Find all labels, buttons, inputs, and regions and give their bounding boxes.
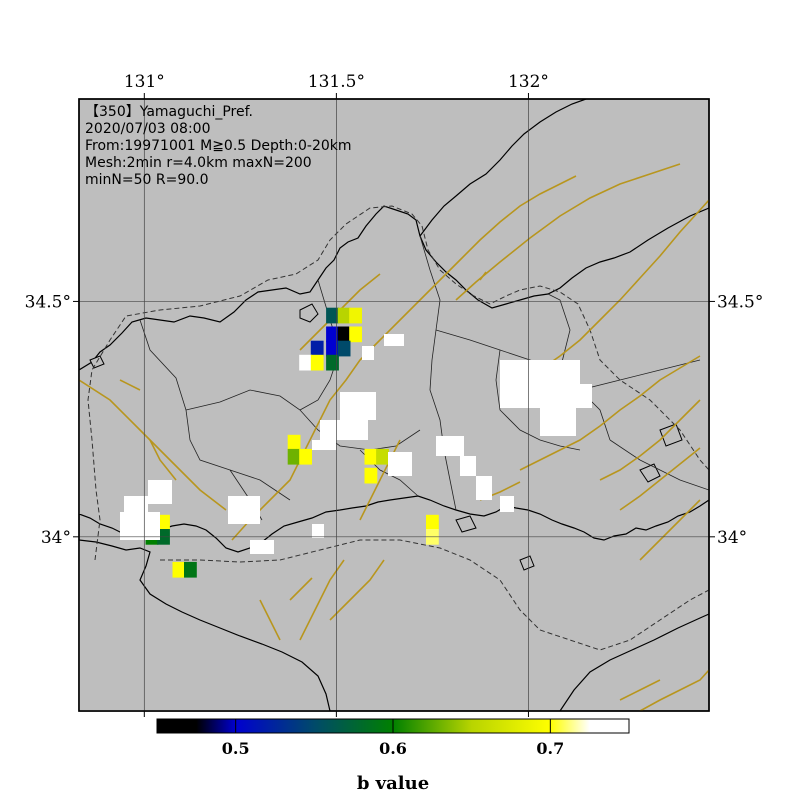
colorbar-tick-label: 0.5	[222, 739, 250, 758]
b-value-cell	[310, 354, 324, 371]
colorbar-title: b value	[357, 773, 429, 794]
colorbar-tick-label: 0.6	[379, 739, 407, 758]
b-value-cell	[376, 448, 389, 465]
land-south-coast	[559, 613, 709, 711]
info-line: 2020/07/03 08:00	[85, 121, 211, 137]
colorbar-tick-label: 0.7	[536, 739, 564, 758]
b-value-cell	[184, 561, 197, 578]
lat-tick-label-left: 34.5°	[25, 292, 71, 312]
latitude-labels: 34.5° 34.5° 34° 34°	[25, 292, 764, 547]
island	[659, 423, 683, 447]
island	[299, 303, 319, 323]
map-border	[78, 98, 710, 712]
b-value-cell	[157, 514, 170, 531]
b-value-cell	[337, 307, 351, 324]
longitude-labels: 131° 131.5° 132°	[124, 72, 549, 92]
b-value-cell	[172, 561, 186, 578]
b-value-cell	[364, 448, 378, 465]
lat-tick-label-right: 34°	[717, 528, 747, 548]
map-content	[79, 99, 709, 711]
island	[455, 515, 477, 533]
lat-tick-label-left: 34°	[41, 528, 71, 548]
info-line: 【350】Yamaguchi_Pref.	[85, 104, 253, 120]
lon-tick-label: 131°	[124, 72, 165, 92]
b-value-cell	[349, 307, 362, 324]
graticule-lines	[79, 99, 709, 711]
b-value-cell	[364, 467, 378, 484]
b-value-cell	[310, 340, 324, 357]
b-value-cell	[287, 448, 301, 465]
lat-tick-label-right: 34.5°	[717, 292, 763, 312]
island	[519, 555, 535, 571]
b-value-cell	[287, 434, 301, 451]
info-line: From:19971001 M≧0.5 Depth:0-20km	[85, 138, 352, 154]
lon-tick-label: 132°	[508, 72, 549, 92]
island	[639, 463, 661, 483]
land-honshu	[79, 205, 709, 553]
info-line: Mesh:2min r=4.0km maxN=200	[85, 155, 312, 171]
tick-marks	[73, 93, 715, 717]
b-value-cell	[337, 326, 351, 343]
b-value-cell	[326, 307, 339, 324]
colorbar-ticks: 0.5 0.6 0.7	[222, 719, 564, 758]
b-value-cell	[299, 448, 312, 465]
b-value-cell	[326, 354, 339, 371]
b-value-cell	[337, 340, 351, 357]
info-text-block: 【350】Yamaguchi_Pref.2020/07/03 08:00From…	[85, 104, 352, 188]
lon-tick-label: 131.5°	[308, 72, 365, 92]
b-value-cell	[326, 340, 339, 357]
b-value-cell	[299, 354, 312, 371]
prefecture-boundary-south	[160, 539, 709, 651]
land-north-coast	[419, 99, 587, 237]
b-value-cell	[326, 326, 339, 343]
b-value-cells	[145, 307, 439, 578]
b-value-cell	[349, 326, 362, 343]
info-line: minN=50 R=90.0	[85, 172, 209, 188]
no-data-cells	[120, 334, 592, 554]
b-value-cell	[426, 514, 439, 531]
colorbar: 0.5 0.6 0.7 b value	[156, 718, 630, 794]
land-kyushu	[79, 539, 331, 711]
